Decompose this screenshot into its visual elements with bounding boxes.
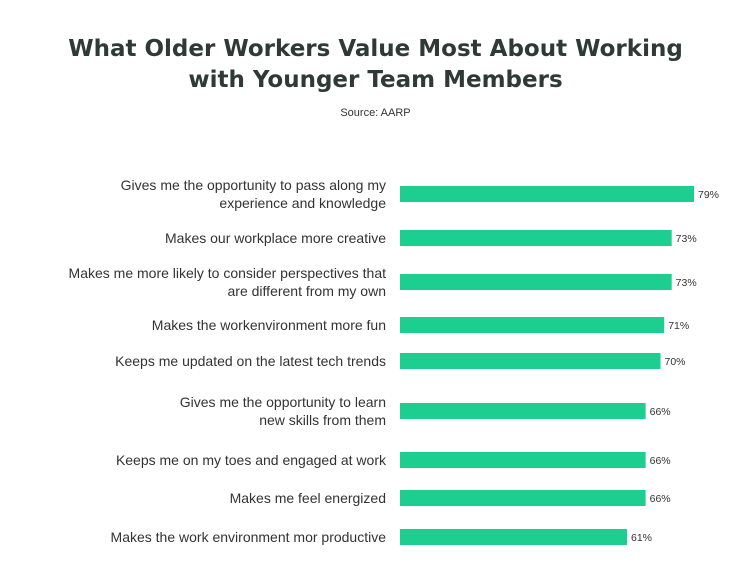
- value-label-6: 66%: [650, 406, 671, 418]
- category-label-6-line-2: new skills from them: [259, 412, 386, 428]
- category-label-1-line-1: Gives me the opportunity to pass along m…: [121, 177, 386, 193]
- bar-8: [400, 490, 646, 506]
- bar-4: [400, 317, 665, 333]
- bar-3: [400, 274, 672, 290]
- chart-source: Source: AARP: [340, 107, 411, 119]
- value-label-4: 71%: [668, 320, 689, 332]
- value-label-2: 73%: [676, 233, 697, 245]
- chart-title: What Older Workers Value Most About Work…: [0, 34, 751, 96]
- bar-5: [400, 353, 661, 369]
- value-label-3: 73%: [676, 277, 697, 289]
- chart-title-line-1: What Older Workers Value Most About Work…: [68, 36, 683, 62]
- value-label-5: 70%: [665, 356, 686, 368]
- value-label-7: 66%: [650, 455, 671, 467]
- bar-2: [400, 230, 672, 246]
- value-label-9: 61%: [631, 532, 652, 544]
- bar-9: [400, 529, 628, 545]
- category-label-3-line-2: are different from my own: [228, 283, 386, 299]
- category-label-2: Makes our workplace more creative: [165, 230, 386, 246]
- value-label-8: 66%: [650, 493, 671, 505]
- bar-6: [400, 403, 646, 419]
- bar-7: [400, 452, 646, 468]
- category-label-3-line-1: Makes me more likely to consider perspec…: [69, 265, 387, 281]
- value-label-1: 79%: [698, 189, 719, 201]
- category-label-7: Keeps me on my toes and engaged at work: [116, 452, 387, 468]
- category-label-5: Keeps me updated on the latest tech tren…: [115, 353, 386, 369]
- category-label-6-line-1: Gives me the opportunity to learn: [180, 394, 386, 410]
- category-label-9: Makes the work environment mor productiv…: [111, 529, 387, 545]
- chart-title-line-2: with Younger Team Members: [188, 67, 563, 93]
- category-label-8: Makes me feel energized: [230, 490, 386, 506]
- bar-1: [400, 186, 694, 202]
- category-label-4: Makes the workenvironment more fun: [152, 317, 386, 333]
- category-label-1-line-2: experience and knowledge: [219, 195, 386, 211]
